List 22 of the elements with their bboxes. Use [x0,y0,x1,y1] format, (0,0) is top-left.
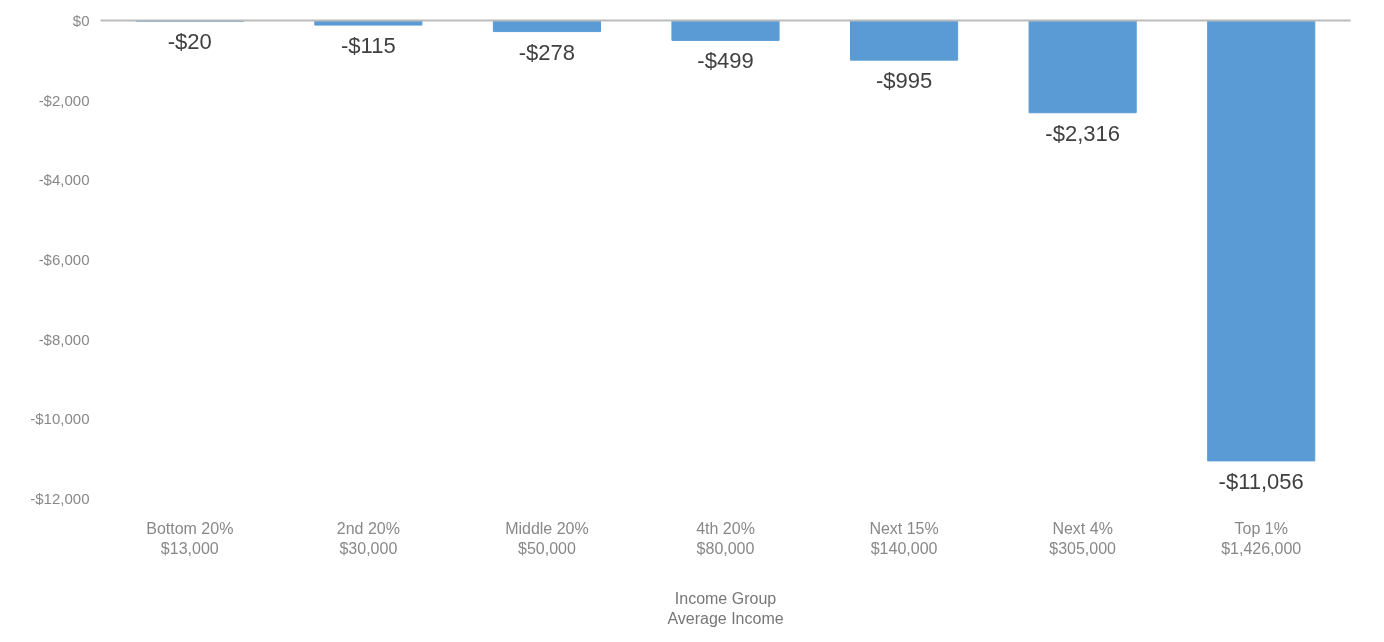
x-tick-label: Bottom 20% $13,000 [146,519,234,557]
x-axis-title: Income Group Average Income [667,589,784,628]
y-tick-label: -$10,000 [30,410,90,428]
y-tick-label: -$8,000 [38,330,90,348]
x-tick-label: Top 1% $1,426,000 [1221,519,1302,557]
y-tick-label: -$12,000 [30,490,90,507]
y-tick-label: -$4,000 [38,171,90,189]
x-tick-label: Middle 20% $50,000 [505,519,589,557]
y-tick-label: $0 [72,12,90,29]
y-tick-label: -$6,000 [38,251,90,268]
data-label: -$995 [875,68,933,94]
data-label: -$20 [167,29,212,55]
x-tick-label: Next 15% $140,000 [869,519,939,557]
data-label: -$2,316 [1045,120,1120,146]
data-label: -$11,056 [1218,468,1304,494]
data-label: -$278 [518,39,576,65]
data-label: -$115 [341,33,396,59]
x-tick-label: 2nd 20% $30,000 [336,519,400,557]
y-tick-label: -$2,000 [38,91,90,109]
x-tick-label: 4th 20% $80,000 [696,519,755,557]
x-tick-label: Next 4% $305,000 [1049,519,1117,557]
data-label: -$499 [697,48,754,74]
